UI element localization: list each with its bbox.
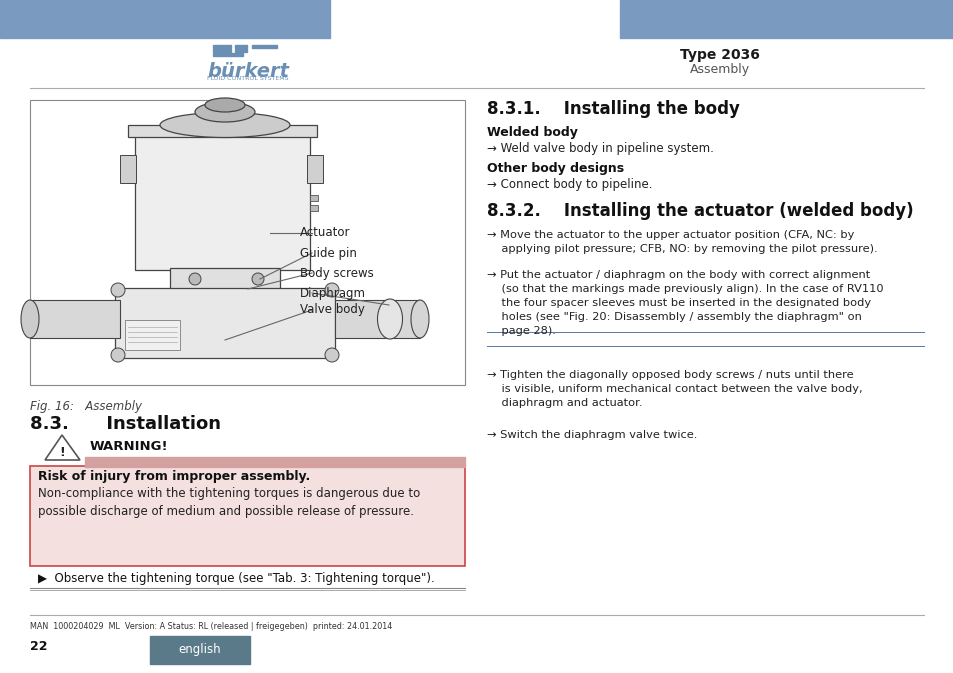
Bar <box>213 45 231 48</box>
Bar <box>310 205 317 211</box>
Text: Risk of injury from improper assembly.: Risk of injury from improper assembly. <box>38 470 310 483</box>
Ellipse shape <box>205 98 245 112</box>
Bar <box>335 300 419 338</box>
Text: 8.3.1.    Installing the body: 8.3.1. Installing the body <box>486 100 740 118</box>
Bar <box>115 288 335 358</box>
Circle shape <box>325 348 338 362</box>
Bar <box>0 0 330 38</box>
Text: WARNING!: WARNING! <box>90 441 169 454</box>
Ellipse shape <box>411 300 429 338</box>
Text: MAN  1000204029  ML  Version: A Status: RL (released | freigegeben)  printed: 24: MAN 1000204029 ML Version: A Status: RL … <box>30 622 392 631</box>
Text: → Connect body to pipeline.: → Connect body to pipeline. <box>486 178 652 191</box>
Bar <box>213 49 231 52</box>
Text: Guide pin: Guide pin <box>299 246 356 260</box>
Bar <box>30 100 464 385</box>
Circle shape <box>111 348 125 362</box>
Bar <box>307 155 323 183</box>
Bar <box>234 45 247 48</box>
Ellipse shape <box>21 300 39 338</box>
Ellipse shape <box>194 102 254 122</box>
Text: ▶  Observe the tightening torque (see "Tab. 3: Tightening torque").: ▶ Observe the tightening torque (see "Ta… <box>38 572 435 585</box>
Text: bürkert: bürkert <box>207 62 289 81</box>
Bar <box>30 300 120 338</box>
Text: Non-compliance with the tightening torques is dangerous due to
possible discharg: Non-compliance with the tightening torqu… <box>38 487 420 518</box>
Bar <box>213 53 243 56</box>
Ellipse shape <box>160 112 290 137</box>
Bar <box>310 195 317 201</box>
Bar <box>125 320 180 350</box>
Polygon shape <box>45 435 80 460</box>
Text: → Put the actuator / diaphragm on the body with correct alignment
    (so that t: → Put the actuator / diaphragm on the bo… <box>486 270 882 336</box>
Text: 22: 22 <box>30 640 48 653</box>
Bar <box>619 0 953 38</box>
Bar <box>234 49 247 52</box>
Text: 8.3.      Installation: 8.3. Installation <box>30 415 221 433</box>
Text: → Move the actuator to the upper actuator position (CFA, NC: by
    applying pil: → Move the actuator to the upper actuato… <box>486 230 877 254</box>
Text: 8.3.2.    Installing the actuator (welded body): 8.3.2. Installing the actuator (welded b… <box>486 202 913 220</box>
Text: → Switch the diaphragm valve twice.: → Switch the diaphragm valve twice. <box>486 430 697 440</box>
Text: Diaphragm: Diaphragm <box>299 287 366 299</box>
Text: Actuator: Actuator <box>299 227 350 240</box>
Text: Welded body: Welded body <box>486 126 578 139</box>
Bar <box>30 466 464 566</box>
Bar <box>150 636 250 664</box>
Circle shape <box>325 283 338 297</box>
Circle shape <box>111 283 125 297</box>
Bar <box>85 457 464 467</box>
Ellipse shape <box>377 299 402 339</box>
Text: Type 2036: Type 2036 <box>679 48 760 62</box>
Bar <box>128 125 316 137</box>
Text: → Tighten the diagonally opposed body screws / nuts until there
    is visible, : → Tighten the diagonally opposed body sc… <box>486 370 862 408</box>
Text: english: english <box>178 643 221 656</box>
Circle shape <box>252 273 264 285</box>
Circle shape <box>189 273 201 285</box>
Bar <box>120 155 136 183</box>
Bar <box>170 268 280 290</box>
Text: Valve body: Valve body <box>299 304 364 316</box>
Text: Body screws: Body screws <box>299 267 374 279</box>
Text: Fig. 16:   Assembly: Fig. 16: Assembly <box>30 400 142 413</box>
Text: → Weld valve body in pipeline system.: → Weld valve body in pipeline system. <box>486 142 713 155</box>
Text: Assembly: Assembly <box>689 63 749 76</box>
Bar <box>135 130 310 270</box>
Text: Other body designs: Other body designs <box>486 162 623 175</box>
Text: !: ! <box>59 446 65 458</box>
Bar <box>252 45 276 48</box>
Text: FLUID CONTROL SYSTEMS: FLUID CONTROL SYSTEMS <box>207 76 289 81</box>
